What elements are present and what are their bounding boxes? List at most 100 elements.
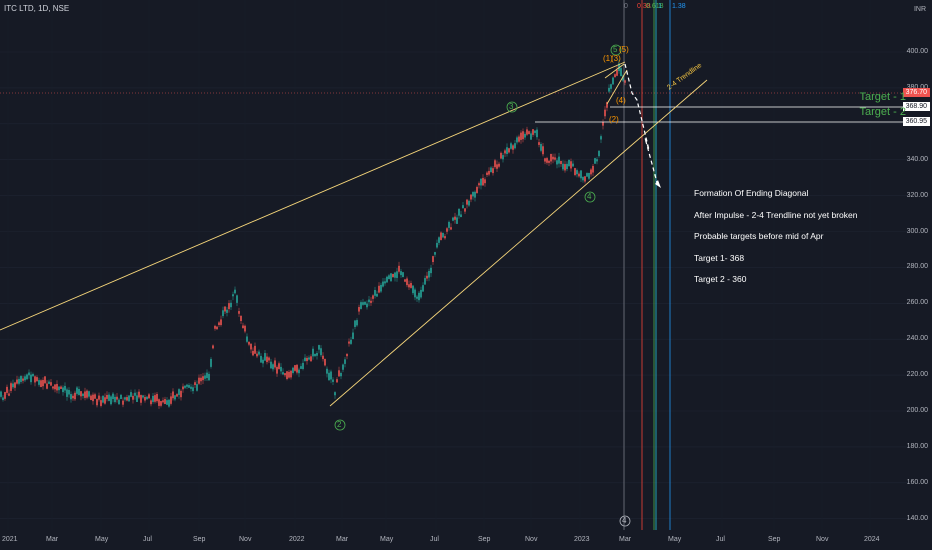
candle-body — [548, 160, 550, 163]
candle-body — [476, 186, 478, 194]
candle-body — [218, 322, 220, 326]
candle-body — [620, 68, 622, 77]
candle-body — [348, 341, 350, 344]
candle-body — [24, 376, 26, 381]
target-2-price-tag: 360.95 — [902, 117, 930, 126]
time-axis-tick: Jul — [143, 536, 152, 543]
candle-body — [524, 133, 526, 138]
candle-body — [510, 143, 512, 149]
candle-body — [568, 159, 570, 167]
drawing-overlay — [0, 0, 908, 530]
candle-body — [92, 394, 94, 402]
candle-body — [266, 356, 268, 363]
candle-body — [172, 391, 174, 399]
candle-body — [352, 332, 354, 339]
candle-body — [286, 371, 288, 380]
wave-4-label: 4 — [587, 192, 592, 201]
candle-body — [336, 379, 338, 383]
candle-body — [420, 289, 422, 298]
time-axis-tick: Nov — [525, 536, 538, 543]
price-axis-tick: 220.00 — [906, 371, 928, 379]
candle-body — [54, 384, 56, 390]
candle-body — [346, 354, 348, 357]
candle-body — [322, 355, 324, 360]
fib-label-0618: 0.618 — [646, 3, 664, 10]
candle-body — [622, 75, 624, 81]
candle-body — [564, 164, 566, 171]
candle-body — [328, 372, 330, 381]
candle-body — [256, 353, 258, 357]
candle-body — [500, 152, 502, 159]
candle-body — [28, 372, 30, 376]
price-axis-tick: 180.00 — [906, 442, 928, 450]
projected-path — [624, 63, 659, 187]
candle-body — [156, 393, 158, 402]
candle-body — [356, 320, 358, 326]
candle-body — [494, 160, 496, 168]
candle-body — [104, 397, 106, 404]
candle-body — [270, 361, 272, 369]
candle-body — [130, 392, 132, 397]
price-axis-tick: 340.00 — [906, 155, 928, 163]
candle-body — [230, 302, 232, 308]
candle-body — [50, 382, 52, 386]
note-line: Target 2 - 360 — [694, 274, 747, 284]
candle-body — [368, 299, 370, 303]
candle-body — [582, 176, 584, 181]
candle-body — [408, 284, 410, 288]
candle-body — [604, 109, 606, 117]
candle-body — [90, 395, 92, 401]
time-axis-tick: 2023 — [574, 536, 590, 543]
candle-body — [6, 386, 8, 393]
candle-body — [466, 199, 468, 205]
fib-label-138: 1.38 — [672, 3, 686, 10]
candle-body — [570, 161, 572, 169]
candle-body — [390, 273, 392, 282]
candle-body — [488, 170, 490, 175]
candle-body — [20, 376, 22, 382]
candle-body — [332, 379, 334, 382]
candle-body — [382, 281, 384, 287]
candle-body — [234, 289, 236, 294]
price-axis-tick: 160.00 — [906, 478, 928, 486]
candle-body — [608, 87, 610, 92]
candle-body — [196, 384, 198, 391]
candle-body — [86, 390, 88, 398]
currency-label: INR — [913, 6, 926, 13]
candle-body — [550, 153, 552, 162]
candle-body — [280, 366, 282, 372]
candle-body — [448, 221, 450, 228]
candle-body — [586, 173, 588, 177]
candle-body — [146, 396, 148, 400]
symbol-label[interactable]: ITC LTD, 1D, NSE — [4, 4, 70, 13]
price-axis-tick: 200.00 — [906, 407, 928, 414]
subwave-1-label: (1) — [603, 54, 613, 63]
candle-body — [252, 350, 254, 356]
candle-body — [472, 191, 474, 197]
candle-body — [614, 74, 616, 78]
candle-body — [492, 168, 494, 174]
candle-body — [140, 395, 142, 403]
candle-body — [290, 370, 292, 378]
candle-body — [316, 353, 318, 356]
candle-body — [200, 377, 202, 382]
candle-body — [262, 359, 264, 364]
subwave-3-label: (3) — [611, 54, 621, 63]
time-axis-tick: Sep — [478, 536, 491, 543]
candle-body — [80, 391, 82, 397]
candle-body — [366, 303, 368, 308]
lower-trendline — [329, 79, 708, 407]
candle-body — [358, 307, 360, 312]
candle-body — [248, 341, 250, 345]
time-axis-tick: Mar — [619, 536, 632, 543]
candle-body — [112, 393, 114, 400]
candle-body — [502, 155, 504, 160]
candle-body — [468, 200, 470, 206]
candle-body — [122, 400, 124, 405]
candle-body — [482, 177, 484, 186]
candle-body — [434, 252, 436, 255]
candle-body — [114, 396, 116, 403]
candle-body — [470, 194, 472, 200]
candle-body — [294, 365, 296, 371]
